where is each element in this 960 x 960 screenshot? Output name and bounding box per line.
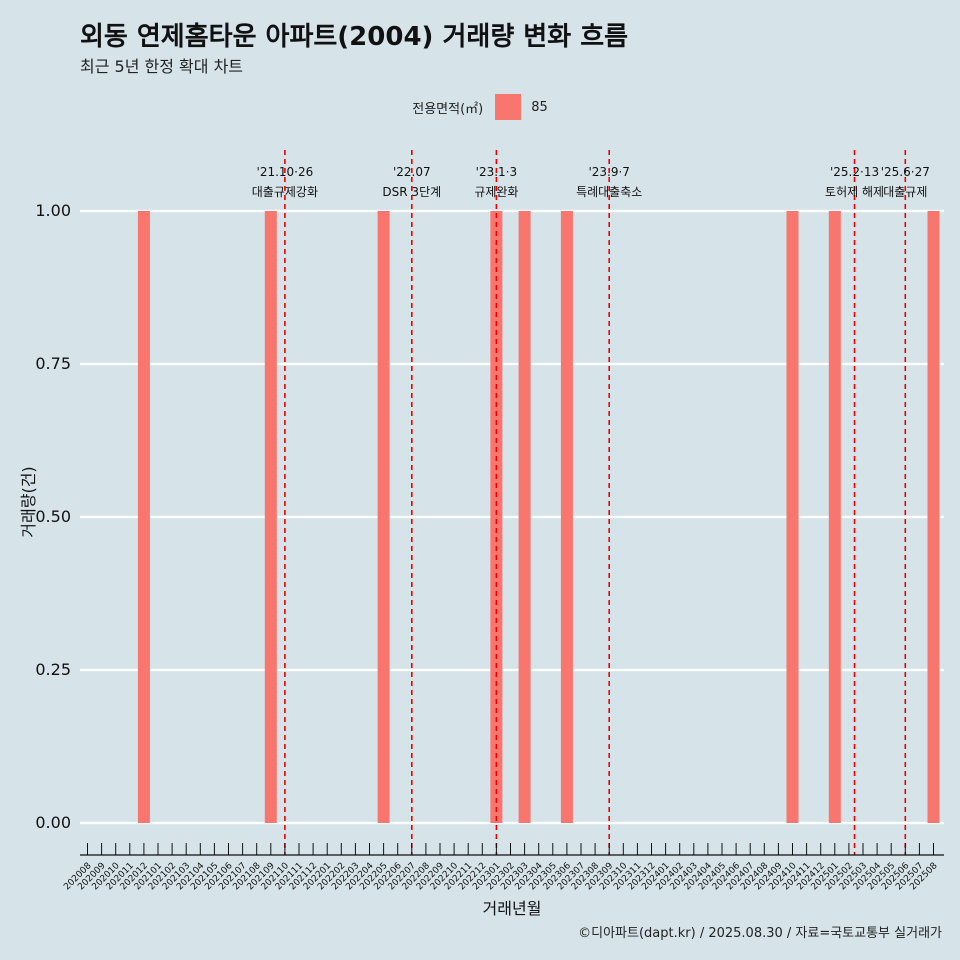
legend-title: 전용면적(㎡) — [412, 101, 484, 117]
bar-202410 — [786, 211, 799, 823]
event-label-0: 대출규제강화 — [252, 185, 318, 199]
event-date-5: '25.6·27 — [881, 165, 930, 179]
event-date-1: '22.07 — [393, 165, 431, 179]
y-tick-label-0: 0.00 — [35, 813, 71, 832]
event-label-2: 규제완화 — [474, 185, 518, 199]
bar-202501 — [828, 211, 841, 823]
bar-202508 — [927, 211, 940, 823]
event-label-5: 대출규제 — [883, 185, 927, 199]
y-axis-title: 거래량(건) — [19, 466, 38, 537]
event-label-4: 토허제 해제 — [825, 185, 884, 199]
y-tick-label-4: 1.00 — [35, 201, 71, 220]
source-caption: ©디아파트(dapt.kr) / 2025.08.30 / 자료=국토교통부 실… — [578, 926, 942, 941]
event-label-1: DSR 3단계 — [382, 185, 441, 199]
legend-key-85 — [495, 94, 522, 120]
event-label-3: 특례대출축소 — [576, 185, 642, 199]
event-date-3: '23.9·7 — [588, 165, 629, 179]
bar-202306 — [560, 211, 573, 823]
x-axis-title: 거래년월 — [483, 899, 542, 918]
chart-subtitle: 최근 5년 한정 확대 차트 — [80, 57, 244, 76]
event-date-0: '21.10·26 — [257, 165, 314, 179]
bar-202205 — [377, 211, 390, 823]
bar-202301 — [490, 211, 503, 823]
bar-202012 — [137, 211, 150, 823]
legend: 전용면적(㎡) 85 — [0, 94, 960, 120]
y-tick-label-1: 0.25 — [35, 660, 71, 679]
event-date-2: '23.1·3 — [476, 165, 517, 179]
y-tick-label-2: 0.50 — [35, 507, 71, 526]
legend-label-85: 85 — [531, 99, 548, 115]
y-tick-label-3: 0.75 — [35, 354, 71, 373]
bar-202303 — [518, 211, 531, 823]
event-date-4: '25.2·13 — [830, 165, 879, 179]
bar-202109 — [264, 211, 277, 823]
chart-title: 외동 연제홈타운 아파트(2004) 거래량 변화 흐름 — [80, 22, 629, 52]
